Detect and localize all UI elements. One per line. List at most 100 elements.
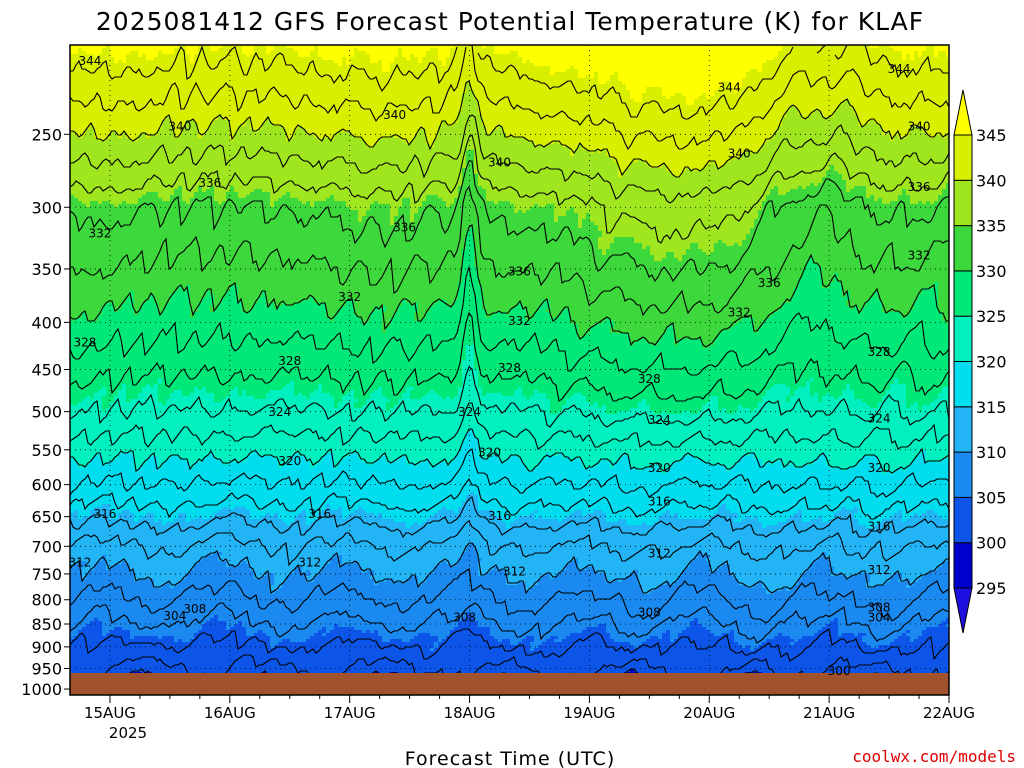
x-tick-label: 15AUG — [84, 704, 136, 722]
contour-label: 336 — [198, 176, 221, 190]
contour-label: 312 — [503, 565, 526, 579]
colorbar-segment — [953, 406, 973, 453]
y-tick-label: 550 — [31, 441, 62, 460]
colorbar-max-arrow — [953, 89, 973, 136]
y-tick-label: 400 — [31, 313, 62, 332]
contour-label: 344 — [79, 54, 102, 68]
contour-line-340 — [70, 80, 949, 178]
y-tick-label: 500 — [31, 403, 62, 422]
contour-line-328 — [70, 266, 949, 376]
contour-label: 336 — [508, 265, 531, 279]
chart-title: 2025081412 GFS Forecast Potential Temper… — [96, 7, 924, 36]
contour-line-306 — [70, 602, 949, 644]
contour-line-316 — [70, 477, 949, 520]
contour-label: 332 — [908, 248, 931, 262]
x-axis-title: Forecast Time (UTC) — [405, 748, 615, 768]
credit-link[interactable]: coolwx.com/models — [852, 747, 1016, 766]
x-year-label: 2025 — [109, 724, 147, 742]
contour-label: 324 — [268, 405, 291, 419]
contour-label: 340 — [488, 156, 511, 170]
colorbar-tick-label: 335 — [976, 217, 1007, 236]
contour-label: 316 — [488, 509, 511, 523]
contour-label: 300 — [828, 664, 851, 678]
contour-line-330 — [70, 224, 949, 348]
contour-label: 316 — [648, 494, 671, 508]
y-tick-label: 850 — [31, 615, 62, 634]
ground-surface — [70, 673, 949, 695]
contour-label: 340 — [728, 147, 751, 161]
contour-label: 320 — [868, 461, 891, 475]
contour-label: 316 — [308, 507, 331, 521]
contour-label: 340 — [168, 120, 191, 134]
contour-label: 320 — [278, 454, 301, 468]
contour-label: 312 — [69, 556, 92, 570]
x-tick-label: 21AUG — [803, 704, 855, 722]
contour-label: 344 — [718, 80, 741, 94]
x-tick-label: 18AUG — [444, 704, 496, 722]
contour-line-320 — [70, 428, 949, 474]
contour-label: 340 — [383, 108, 406, 122]
contour-label: 308 — [183, 602, 206, 616]
contour-label: 332 — [728, 306, 751, 320]
contour-line-308 — [70, 568, 949, 624]
contour-label: 328 — [638, 372, 661, 386]
colorbar-tick-label: 330 — [976, 262, 1007, 281]
contour-label: 304 — [163, 609, 186, 623]
contour-label: 324 — [868, 412, 891, 426]
contour-label: 320 — [478, 445, 501, 459]
contour-line-344 — [70, 45, 949, 120]
colorbar-tick-label: 320 — [976, 353, 1007, 372]
contour-label: 332 — [508, 314, 531, 328]
contour-line-338 — [70, 114, 949, 204]
contour-label: 328 — [74, 335, 97, 349]
contour-line-322 — [70, 402, 949, 450]
contour-label: 312 — [868, 563, 891, 577]
y-axis: 250 300 350 400 450 500 550 600 650 700 750 800 850 9… — [21, 125, 70, 699]
x-tick-label: 17AUG — [324, 704, 376, 722]
contour-label: 332 — [338, 290, 361, 304]
contour-label: 316 — [868, 519, 891, 533]
contour-label: 324 — [458, 405, 481, 419]
contour-line-304 — [70, 628, 949, 662]
contour-label: 316 — [94, 507, 117, 521]
contour-line-324 — [70, 366, 949, 428]
y-tick-label: 350 — [31, 260, 62, 279]
contour-line-342 — [70, 45, 949, 151]
contour-label: 328 — [498, 361, 521, 375]
colorbar-segment — [953, 179, 973, 227]
colorbar-segment — [953, 451, 973, 498]
colorbar-tick-label: 340 — [976, 171, 1007, 190]
colorbar-tick-label: 315 — [976, 398, 1007, 417]
y-tick-label: 900 — [31, 638, 62, 657]
contour-line-314 — [70, 496, 949, 539]
colorbar-tick-label: 325 — [976, 307, 1007, 326]
contour-label: 304 — [868, 610, 891, 624]
colorbar-segment — [953, 134, 973, 181]
contour-label: 336 — [758, 276, 781, 290]
colorbar-segment — [953, 496, 973, 544]
y-tick-label: 250 — [31, 125, 62, 144]
y-tick-label: 1000 — [21, 680, 62, 699]
contour-label: 340 — [908, 120, 931, 134]
colorbar-tick-label: 310 — [976, 443, 1007, 462]
x-tick-label: 19AUG — [563, 704, 615, 722]
contour-line-326 — [70, 311, 949, 402]
y-tick-label: 950 — [31, 660, 62, 679]
y-tick-label: 800 — [31, 591, 62, 610]
y-tick-label: 300 — [31, 198, 62, 217]
x-tick-label: 16AUG — [204, 704, 256, 722]
contour-label: 308 — [868, 601, 891, 615]
y-tick-label: 650 — [31, 508, 62, 527]
colorbar-segment — [953, 270, 973, 317]
colorbar-tick-label: 300 — [976, 534, 1007, 553]
grid — [70, 45, 949, 695]
x-axis: 15AUG 16AUG 17AUG 18AUG 19AUG 20AUG 21AUG 22AUG — [84, 695, 975, 722]
contour-label: 308 — [453, 610, 476, 624]
contour-label: 320 — [648, 461, 671, 475]
contour-line-310 — [70, 542, 949, 595]
y-tick-label: 700 — [31, 537, 62, 556]
contour-line-334 — [70, 160, 949, 283]
contour-label: 332 — [89, 227, 112, 241]
